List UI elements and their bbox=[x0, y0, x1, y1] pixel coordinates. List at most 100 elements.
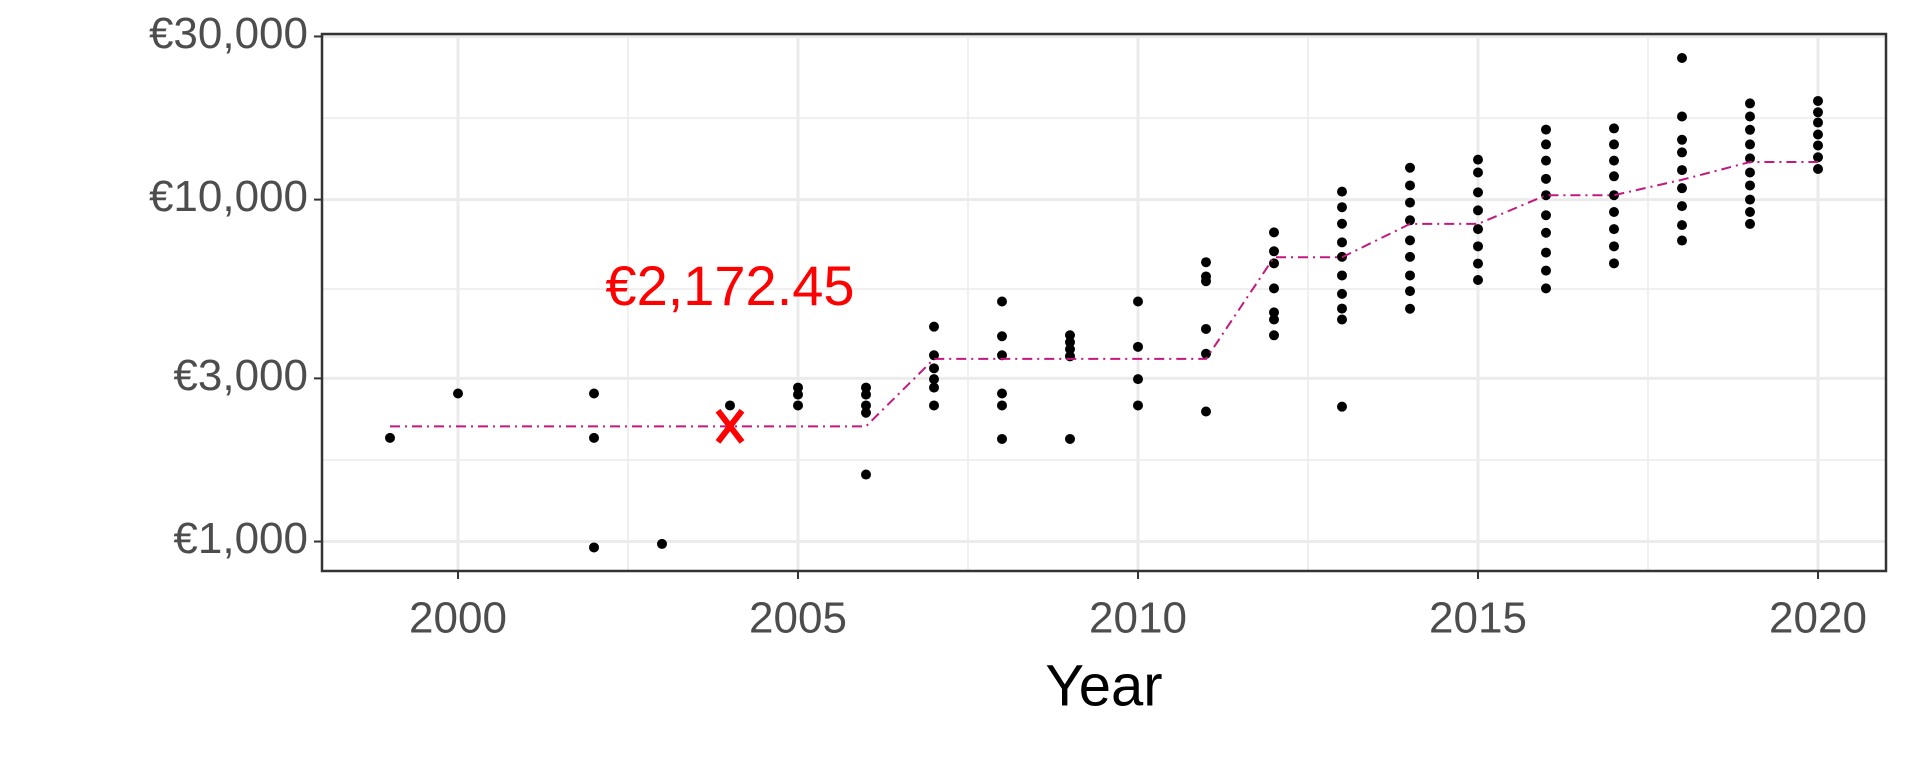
data-point bbox=[861, 382, 871, 393]
data-point bbox=[1813, 140, 1823, 151]
data-point bbox=[1473, 167, 1483, 178]
data-point bbox=[1677, 220, 1687, 231]
data-point bbox=[1541, 139, 1551, 150]
data-point bbox=[1609, 224, 1619, 235]
data-point bbox=[1745, 180, 1755, 191]
data-point bbox=[997, 433, 1007, 444]
data-point bbox=[1201, 257, 1211, 268]
data-point bbox=[929, 400, 939, 411]
data-point bbox=[1133, 374, 1143, 385]
data-point bbox=[1269, 246, 1279, 257]
data-point bbox=[1473, 187, 1483, 198]
data-point bbox=[1609, 155, 1619, 166]
data-point bbox=[1473, 205, 1483, 216]
data-point bbox=[725, 400, 735, 411]
data-point bbox=[1405, 197, 1415, 208]
y-tick-label: €3,000 bbox=[173, 351, 308, 400]
data-point bbox=[1201, 323, 1211, 334]
x-tick-label: 2005 bbox=[749, 594, 847, 643]
data-point bbox=[997, 296, 1007, 307]
data-point bbox=[793, 382, 803, 393]
data-point bbox=[1405, 215, 1415, 226]
x-tick-label: 2010 bbox=[1089, 594, 1187, 643]
data-point bbox=[1201, 348, 1211, 359]
data-point bbox=[1337, 218, 1347, 229]
annotation-label: €2,172.45 bbox=[605, 254, 854, 317]
data-point bbox=[657, 538, 667, 549]
data-point bbox=[929, 382, 939, 393]
data-point bbox=[997, 350, 1007, 361]
data-point bbox=[929, 350, 939, 361]
data-point bbox=[929, 363, 939, 374]
data-point bbox=[1541, 124, 1551, 135]
data-point bbox=[1541, 283, 1551, 294]
data-point bbox=[1473, 224, 1483, 235]
data-point bbox=[861, 389, 871, 400]
plot-background bbox=[322, 34, 1886, 571]
y-tick-label: €10,000 bbox=[149, 172, 308, 221]
data-point bbox=[1269, 330, 1279, 341]
data-point bbox=[1677, 52, 1687, 63]
data-point bbox=[1473, 274, 1483, 285]
data-point bbox=[1473, 154, 1483, 165]
data-point bbox=[1065, 344, 1075, 355]
data-point bbox=[1745, 194, 1755, 205]
data-point bbox=[1541, 173, 1551, 184]
data-point bbox=[1609, 171, 1619, 182]
data-point bbox=[589, 542, 599, 553]
data-point bbox=[1201, 406, 1211, 417]
data-point bbox=[1745, 124, 1755, 135]
data-point bbox=[1541, 190, 1551, 201]
data-point bbox=[793, 400, 803, 411]
data-point bbox=[929, 321, 939, 332]
data-point bbox=[1337, 202, 1347, 213]
x-tick-label: 2015 bbox=[1429, 594, 1527, 643]
data-point bbox=[1065, 433, 1075, 444]
data-point bbox=[1133, 296, 1143, 307]
plot-border bbox=[320, 32, 1888, 573]
data-point bbox=[1133, 400, 1143, 411]
data-point bbox=[1473, 241, 1483, 252]
data-point bbox=[589, 388, 599, 399]
data-point bbox=[1677, 201, 1687, 212]
data-point bbox=[1609, 241, 1619, 252]
data-point bbox=[1337, 401, 1347, 412]
data-point bbox=[1541, 210, 1551, 221]
x-tick-label: 2020 bbox=[1769, 594, 1867, 643]
data-point bbox=[1337, 288, 1347, 299]
data-point bbox=[1269, 258, 1279, 269]
data-point bbox=[997, 388, 1007, 399]
data-point bbox=[1609, 190, 1619, 201]
data-point bbox=[1405, 303, 1415, 314]
data-point bbox=[861, 469, 871, 480]
data-point bbox=[1133, 341, 1143, 352]
data-point bbox=[1337, 237, 1347, 248]
data-point bbox=[1813, 152, 1823, 163]
data-point bbox=[997, 400, 1007, 411]
data-point bbox=[1405, 162, 1415, 173]
data-point bbox=[861, 407, 871, 418]
data-point bbox=[1405, 235, 1415, 246]
data-point bbox=[1609, 139, 1619, 150]
data-point bbox=[385, 432, 395, 443]
data-point bbox=[1337, 303, 1347, 314]
annotation-marker bbox=[715, 408, 745, 444]
data-point bbox=[1269, 227, 1279, 238]
data-point bbox=[1677, 147, 1687, 158]
data-point bbox=[1813, 129, 1823, 140]
data-point bbox=[1677, 134, 1687, 145]
data-point bbox=[1609, 258, 1619, 269]
x-tick-label: 2000 bbox=[409, 594, 507, 643]
data-point bbox=[1813, 95, 1823, 106]
data-point bbox=[1745, 98, 1755, 109]
y-tick-label: €30,000 bbox=[149, 9, 308, 58]
data-point bbox=[997, 331, 1007, 342]
x-axis-title: Year bbox=[1045, 653, 1162, 718]
data-point bbox=[1745, 206, 1755, 217]
data-point bbox=[1745, 167, 1755, 178]
data-point bbox=[1405, 251, 1415, 262]
data-point bbox=[1677, 235, 1687, 246]
median-line bbox=[390, 161, 1818, 428]
